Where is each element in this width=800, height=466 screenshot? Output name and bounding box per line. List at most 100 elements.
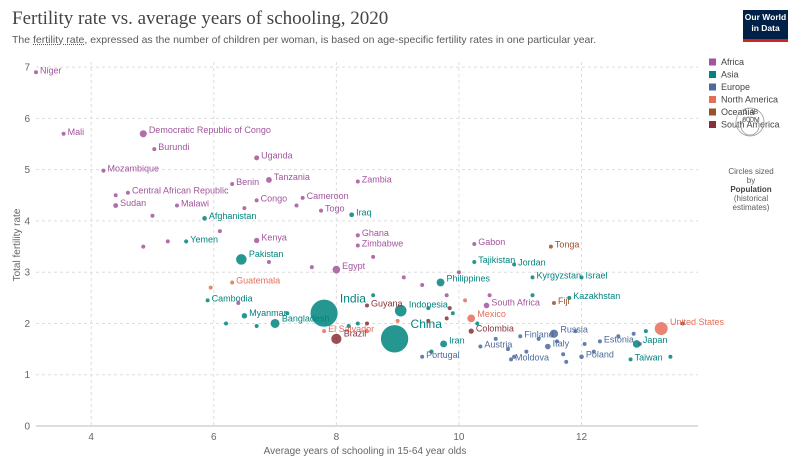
data-point[interactable] — [152, 147, 157, 152]
legend-label[interactable]: Oceania — [721, 107, 755, 117]
data-point[interactable] — [371, 254, 376, 259]
data-point[interactable] — [512, 262, 517, 267]
data-point[interactable] — [466, 313, 476, 323]
data-point[interactable] — [365, 329, 369, 334]
data-point[interactable] — [355, 233, 360, 238]
legend-label[interactable]: Asia — [721, 70, 739, 80]
data-point[interactable] — [680, 321, 685, 326]
data-point[interactable] — [319, 208, 324, 213]
data-point[interactable] — [668, 354, 673, 359]
data-point[interactable] — [230, 280, 235, 285]
data-point[interactable] — [561, 352, 566, 357]
data-point[interactable] — [371, 293, 376, 298]
legend-label[interactable]: Europe — [721, 82, 750, 92]
data-point[interactable] — [208, 285, 213, 290]
data-point[interactable] — [322, 329, 327, 334]
data-point[interactable] — [444, 293, 449, 298]
data-point[interactable] — [478, 344, 483, 349]
data-point[interactable] — [551, 300, 556, 305]
data-point[interactable] — [530, 275, 535, 280]
data-point[interactable] — [483, 302, 490, 309]
owid-logo[interactable]: Our World in Data — [743, 10, 788, 42]
data-point[interactable] — [447, 306, 452, 311]
data-point[interactable] — [518, 334, 523, 339]
data-point[interactable] — [654, 321, 669, 336]
data-point[interactable] — [309, 265, 314, 270]
data-point[interactable] — [285, 311, 290, 316]
data-point[interactable] — [300, 195, 305, 200]
data-point[interactable] — [266, 259, 271, 264]
data-point[interactable] — [150, 213, 155, 218]
data-point[interactable] — [472, 242, 477, 246]
data-point[interactable] — [34, 70, 38, 75]
data-point[interactable] — [365, 321, 369, 326]
data-point[interactable] — [141, 244, 146, 249]
data-point[interactable] — [266, 177, 272, 183]
data-point[interactable] — [242, 206, 247, 211]
data-point[interactable] — [113, 203, 119, 209]
data-point[interactable] — [631, 331, 636, 336]
data-point[interactable] — [355, 179, 360, 184]
data-point[interactable] — [579, 354, 584, 360]
data-point[interactable] — [637, 341, 642, 346]
data-point[interactable] — [61, 131, 66, 136]
data-point[interactable] — [139, 130, 147, 138]
data-point[interactable] — [487, 293, 492, 298]
data-point[interactable] — [429, 349, 434, 354]
data-point[interactable] — [505, 347, 510, 352]
data-point[interactable] — [536, 336, 541, 341]
data-point[interactable] — [205, 298, 210, 303]
data-point[interactable] — [548, 244, 553, 249]
data-point[interactable] — [254, 324, 259, 329]
data-point[interactable] — [420, 354, 425, 359]
data-point[interactable] — [493, 336, 498, 341]
data-point[interactable] — [125, 190, 130, 195]
data-point[interactable] — [436, 278, 445, 287]
legend-label[interactable]: North America — [721, 95, 778, 105]
data-point[interactable] — [394, 304, 408, 318]
data-point[interactable] — [355, 243, 360, 248]
data-point[interactable] — [544, 343, 551, 350]
data-point[interactable] — [184, 239, 189, 244]
data-point[interactable] — [456, 270, 461, 275]
data-point[interactable] — [463, 298, 468, 303]
data-point[interactable] — [165, 239, 170, 244]
data-point[interactable] — [309, 299, 339, 328]
data-point[interactable] — [346, 324, 351, 329]
data-point[interactable] — [426, 306, 431, 311]
data-point[interactable] — [236, 300, 241, 305]
data-point[interactable] — [332, 265, 341, 274]
data-point[interactable] — [524, 349, 529, 354]
data-point[interactable] — [564, 359, 569, 364]
data-point[interactable] — [355, 321, 360, 326]
data-point[interactable] — [254, 198, 259, 203]
data-point[interactable] — [174, 203, 179, 208]
legend-label[interactable]: South America — [721, 120, 780, 130]
data-point[interactable] — [468, 328, 474, 334]
fertility-rate-link[interactable]: fertility rate — [33, 34, 85, 46]
data-point[interactable] — [555, 339, 560, 344]
data-point[interactable] — [643, 329, 648, 334]
data-point[interactable] — [401, 275, 406, 280]
data-point[interactable] — [426, 318, 431, 323]
data-point[interactable] — [330, 333, 343, 345]
data-point[interactable] — [450, 311, 455, 316]
data-point[interactable] — [241, 313, 248, 319]
data-point[interactable] — [616, 334, 621, 339]
data-point[interactable] — [573, 329, 578, 334]
data-point[interactable] — [113, 193, 118, 198]
data-point[interactable] — [591, 349, 596, 354]
data-point[interactable] — [217, 229, 222, 234]
data-point[interactable] — [444, 316, 449, 321]
data-point[interactable] — [420, 283, 425, 288]
data-point[interactable] — [269, 318, 281, 329]
data-point[interactable] — [512, 354, 517, 359]
data-point[interactable] — [597, 339, 602, 344]
data-point[interactable] — [253, 237, 260, 244]
data-point[interactable] — [230, 182, 235, 187]
data-point[interactable] — [380, 324, 409, 354]
data-point[interactable] — [567, 295, 572, 300]
data-point[interactable] — [472, 259, 477, 264]
data-point[interactable] — [365, 303, 369, 308]
data-point[interactable] — [530, 293, 535, 298]
